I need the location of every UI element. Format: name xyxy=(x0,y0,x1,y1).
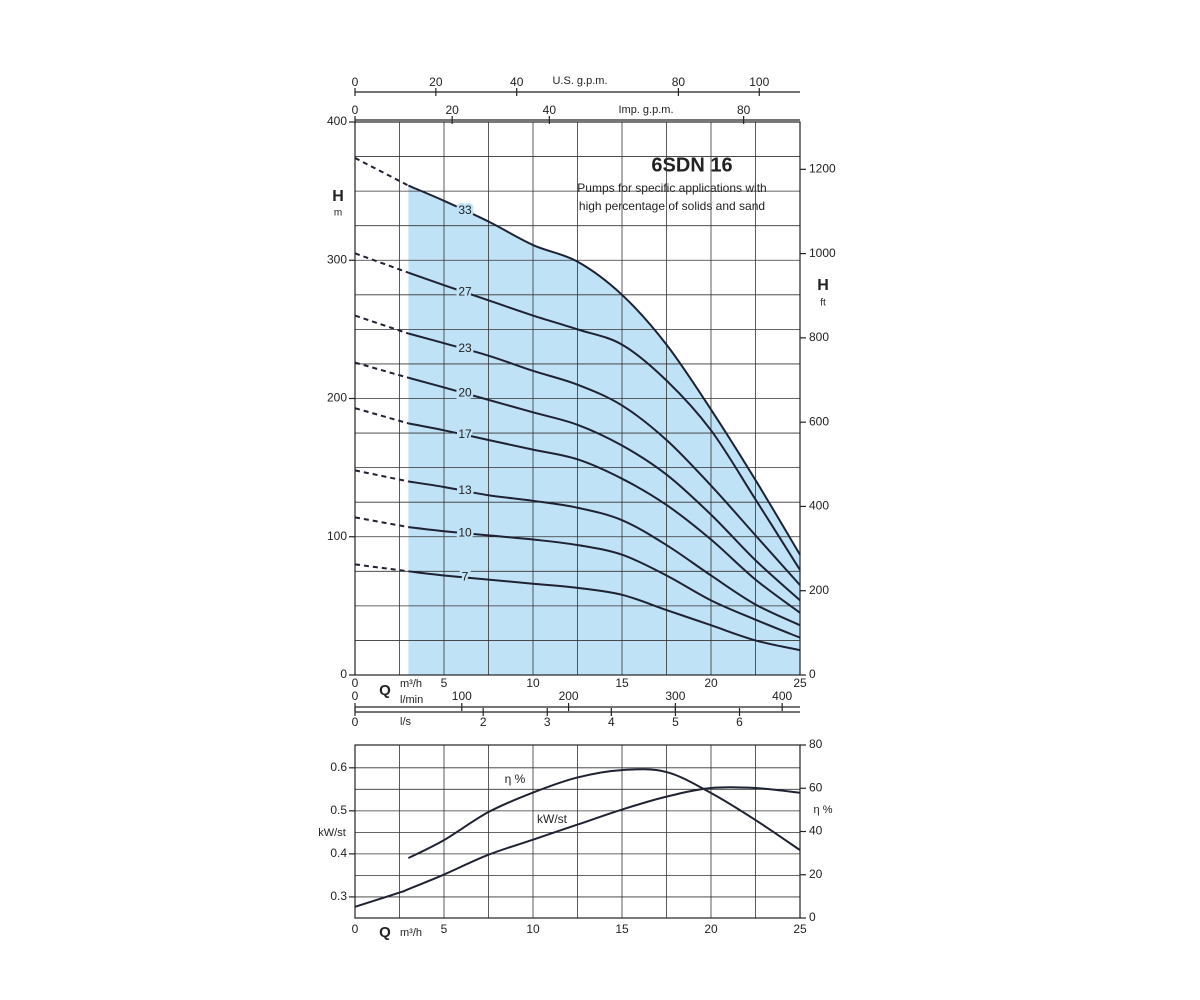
curve-label: 27 xyxy=(458,284,472,298)
curve-label: 17 xyxy=(458,427,472,441)
series-line xyxy=(407,768,801,859)
secondary-tick-label: 300 xyxy=(665,689,685,703)
secondary-tick-label: 0 xyxy=(352,103,359,117)
secondary-tick-label: 4 xyxy=(608,715,615,729)
x-tick-label: 5 xyxy=(441,922,448,936)
x-axis-unit: m³/h xyxy=(400,927,422,939)
x-axis-label: Q xyxy=(379,682,391,699)
pump-curve xyxy=(408,480,801,627)
series-label: η % xyxy=(505,772,526,786)
y-tick-label: 400 xyxy=(327,114,347,128)
curve-label: 23 xyxy=(458,341,472,355)
x-axis-unit: l/s xyxy=(400,716,412,728)
y2-tick-label: 800 xyxy=(809,330,829,344)
secondary-tick-label: 40 xyxy=(510,75,524,89)
pump-curve xyxy=(408,376,801,602)
x-axis-unit: l/min xyxy=(400,694,423,706)
chart-title: 6SDN 16 xyxy=(651,154,732,176)
y-tick-label: 100 xyxy=(327,529,347,543)
curve-label: 10 xyxy=(458,525,472,539)
secondary-tick-label: 0 xyxy=(352,75,359,89)
y-tick-label: 0.3 xyxy=(330,889,347,903)
y2-axis-unit: ft xyxy=(820,298,826,309)
curve-extension xyxy=(354,314,409,335)
y-axis-unit: m xyxy=(334,208,342,219)
curve-extension xyxy=(354,361,409,379)
pump-curve xyxy=(408,570,801,652)
secondary-tick-label: 400 xyxy=(772,689,792,703)
y2-axis-label: H xyxy=(817,277,829,294)
secondary-tick-label: 20 xyxy=(429,75,443,89)
y2-tick-label: 20 xyxy=(809,867,823,881)
x-tick-label: 20 xyxy=(704,922,718,936)
y-tick-label: 0 xyxy=(340,667,347,681)
y-tick-label: 0.5 xyxy=(330,803,347,817)
y-tick-label: 0.4 xyxy=(330,846,347,860)
pump-curve xyxy=(408,422,801,614)
secondary-tick-label: 3 xyxy=(544,715,551,729)
y2-tick-label: 1000 xyxy=(809,246,836,260)
secondary-tick-label: 0 xyxy=(352,715,359,729)
x-tick-label: 10 xyxy=(526,676,540,690)
curve-label: 7 xyxy=(462,570,469,584)
x-tick-label: 20 xyxy=(704,676,718,690)
curve-label: 33 xyxy=(458,203,472,217)
y2-tick-label: 600 xyxy=(809,414,829,428)
y-axis-label: H xyxy=(332,188,344,205)
curve-extension xyxy=(354,157,409,187)
pump-curve xyxy=(408,332,801,586)
pump-curve xyxy=(408,526,801,639)
secondary-tick-label: 20 xyxy=(445,103,459,117)
top-axis-label: Imp. g.p.m. xyxy=(618,104,673,116)
secondary-tick-label: 80 xyxy=(672,75,686,89)
series-label: kW/st xyxy=(537,812,568,826)
x-tick-label: 10 xyxy=(526,922,540,936)
secondary-tick-label: 200 xyxy=(559,689,579,703)
secondary-tick-label: 80 xyxy=(737,103,751,117)
secondary-tick-label: 100 xyxy=(452,689,472,703)
series-line xyxy=(354,786,801,908)
x-tick-label: 0 xyxy=(352,922,359,936)
y2-tick-label: 60 xyxy=(809,780,823,794)
y2-tick-label: 40 xyxy=(809,824,823,838)
secondary-tick-label: 40 xyxy=(543,103,557,117)
top-axis-label: U.S. g.p.m. xyxy=(552,75,607,87)
curve-label: 13 xyxy=(458,483,472,497)
subtitle: high percentage of solids and sand xyxy=(579,199,765,213)
curve-extension xyxy=(354,407,409,425)
x-tick-label: 15 xyxy=(615,676,629,690)
x-tick-label: 25 xyxy=(793,922,807,936)
y2-tick-label: 200 xyxy=(809,583,829,597)
secondary-tick-label: 0 xyxy=(352,689,359,703)
operating-area xyxy=(408,185,800,675)
curve-label: 20 xyxy=(458,385,472,399)
y2-tick-label: 0 xyxy=(809,667,816,681)
y2-tick-label: 80 xyxy=(809,737,823,751)
curve-extension xyxy=(354,516,409,529)
secondary-tick-label: 100 xyxy=(749,75,769,89)
pump-curve xyxy=(408,184,801,556)
subtitle: Pumps for specific applications with xyxy=(577,181,766,195)
pump-curve xyxy=(408,271,801,571)
x-tick-label: 15 xyxy=(615,922,629,936)
secondary-tick-label: 2 xyxy=(480,715,487,729)
y2-tick-label: 400 xyxy=(809,499,829,513)
y-tick-label: 0.6 xyxy=(330,760,347,774)
y-axis-label: kW/st xyxy=(318,827,346,839)
x-axis-label: Q xyxy=(379,924,391,941)
secondary-tick-label: 6 xyxy=(736,715,743,729)
secondary-tick-label: 5 xyxy=(672,715,679,729)
y2-tick-label: 0 xyxy=(809,910,816,924)
x-tick-label: 25 xyxy=(793,676,807,690)
y2-tick-label: 1200 xyxy=(809,161,836,175)
x-tick-label: 5 xyxy=(441,676,448,690)
x-tick-label: 0 xyxy=(352,676,359,690)
y-tick-label: 300 xyxy=(327,252,347,266)
x-axis-unit: m³/h xyxy=(400,678,422,690)
curve-extension xyxy=(354,252,409,274)
curve-extension xyxy=(354,469,409,483)
y2-axis-label: η % xyxy=(814,804,833,816)
y-tick-label: 200 xyxy=(327,391,347,405)
